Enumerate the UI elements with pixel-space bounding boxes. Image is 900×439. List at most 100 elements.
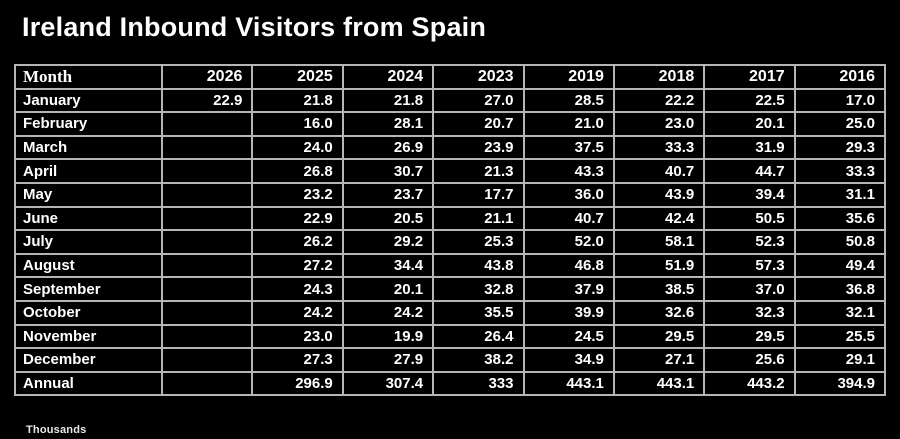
data-cell: 37.0: [703, 276, 796, 302]
data-cell: 27.1: [612, 347, 706, 373]
data-cell: 21.1: [432, 205, 525, 232]
row-label: January: [14, 87, 163, 114]
data-cell: 32.6: [612, 299, 706, 326]
data-cell: 32.8: [432, 276, 525, 302]
row-label: February: [14, 111, 163, 137]
data-cell: 24.2: [251, 299, 344, 326]
data-cell: 22.9: [160, 87, 254, 114]
data-cell: 27.9: [341, 347, 435, 373]
data-cell: 443.1: [612, 370, 706, 397]
data-cell: 20.1: [341, 276, 435, 302]
row-label: May: [14, 181, 163, 208]
data-cell: 23.0: [251, 323, 344, 350]
data-cell: 43.9: [612, 181, 706, 208]
year-column-header: 2023: [432, 64, 525, 90]
data-cell: 52.0: [522, 229, 615, 255]
data-cell: 30.7: [341, 158, 435, 184]
row-label: September: [14, 276, 163, 302]
data-cell: 31.9: [703, 134, 796, 161]
data-cell: 35.5: [432, 299, 525, 326]
data-cell: 38.2: [432, 347, 525, 373]
data-cell: [160, 370, 254, 397]
data-cell: 27.3: [251, 347, 344, 373]
data-cell: [160, 347, 254, 373]
data-cell: 19.9: [341, 323, 435, 350]
table-row: January 22.9 21.8 21.8 27.0 28.5 22.2 22.5 17.0: [14, 87, 887, 114]
table-row: September 24.3 20.1 32.8 37.9 38.5 37.0 36.8: [14, 276, 887, 302]
row-label: July: [14, 229, 163, 255]
data-cell: 42.4: [612, 205, 706, 232]
data-cell: 17.7: [432, 181, 525, 208]
data-cell: 23.9: [432, 134, 525, 161]
row-label: April: [14, 158, 163, 184]
data-cell: 24.5: [522, 323, 615, 350]
data-cell: 31.1: [793, 181, 887, 208]
data-cell: [160, 158, 254, 184]
data-cell: 24.0: [251, 134, 344, 161]
row-label: November: [14, 323, 163, 350]
data-cell: 51.9: [612, 252, 706, 279]
data-cell: 29.1: [793, 347, 887, 373]
data-cell: 26.8: [251, 158, 344, 184]
data-cell: 22.2: [612, 87, 706, 114]
row-label: Annual: [14, 370, 163, 397]
data-cell: 57.3: [703, 252, 796, 279]
data-cell: 25.6: [703, 347, 796, 373]
table-row: March 24.0 26.9 23.9 37.5 33.3 31.9 29.3: [14, 134, 887, 161]
year-column-header: 2024: [341, 64, 435, 90]
data-cell: 28.1: [341, 111, 435, 137]
table-row: December 27.3 27.9 38.2 34.9 27.1 25.6 29.1: [14, 347, 887, 373]
data-cell: 33.3: [612, 134, 706, 161]
year-column-header: 2019: [522, 64, 615, 90]
data-cell: 43.3: [522, 158, 615, 184]
data-cell: 443.1: [522, 370, 615, 397]
table-header: Month 2026 2025 2024 2023 2019 2018 2017 2016: [14, 64, 887, 90]
data-cell: 17.0: [793, 87, 887, 114]
data-cell: 36.8: [793, 276, 887, 302]
units-note: Thousands: [26, 424, 87, 436]
table-row: Annual 296.9 307.4 333 443.1 443.1 443.2 394.9: [14, 370, 887, 397]
data-cell: [160, 111, 254, 137]
year-column-header: 2017: [703, 64, 796, 90]
data-cell: 27.0: [432, 87, 525, 114]
data-cell: 50.8: [793, 229, 887, 255]
visitors-table: Month 2026 2025 2024 2023 2019 2018 2017 2016 Ja…: [14, 64, 887, 397]
data-cell: [160, 323, 254, 350]
data-cell: 21.0: [522, 111, 615, 137]
data-cell: 44.7: [703, 158, 796, 184]
page-title: Ireland Inbound Visitors from Spain: [22, 12, 487, 42]
data-cell: 26.4: [432, 323, 525, 350]
data-cell: 36.0: [522, 181, 615, 208]
data-cell: 50.5: [703, 205, 796, 232]
data-cell: 40.7: [612, 158, 706, 184]
year-column-header: 2016: [793, 64, 887, 90]
data-cell: 46.8: [522, 252, 615, 279]
data-cell: 29.3: [793, 134, 887, 161]
data-cell: 27.2: [251, 252, 344, 279]
data-cell: 24.2: [341, 299, 435, 326]
row-label: March: [14, 134, 163, 161]
data-cell: 20.7: [432, 111, 525, 137]
table-row: February 16.0 28.1 20.7 21.0 23.0 20.1 25.0: [14, 111, 887, 137]
row-label: June: [14, 205, 163, 232]
data-cell: 39.4: [703, 181, 796, 208]
data-cell: [160, 205, 254, 232]
data-cell: 23.2: [251, 181, 344, 208]
table-body: January 22.9 21.8 21.8 27.0 28.5 22.2 22.5 17.0 F…: [14, 87, 887, 397]
data-cell: 21.3: [432, 158, 525, 184]
data-cell: 34.4: [341, 252, 435, 279]
data-cell: 37.5: [522, 134, 615, 161]
data-cell: 29.5: [703, 323, 796, 350]
data-cell: 34.9: [522, 347, 615, 373]
table-row: June 22.9 20.5 21.1 40.7 42.4 50.5 35.6: [14, 205, 887, 232]
data-cell: 43.8: [432, 252, 525, 279]
month-column-header: Month: [14, 64, 163, 90]
data-cell: 16.0: [251, 111, 344, 137]
data-cell: 33.3: [793, 158, 887, 184]
data-cell: 58.1: [612, 229, 706, 255]
table-row: August 27.2 34.4 43.8 46.8 51.9 57.3 49.4: [14, 252, 887, 279]
data-cell: 24.3: [251, 276, 344, 302]
data-cell: 28.5: [522, 87, 615, 114]
data-cell: [160, 134, 254, 161]
